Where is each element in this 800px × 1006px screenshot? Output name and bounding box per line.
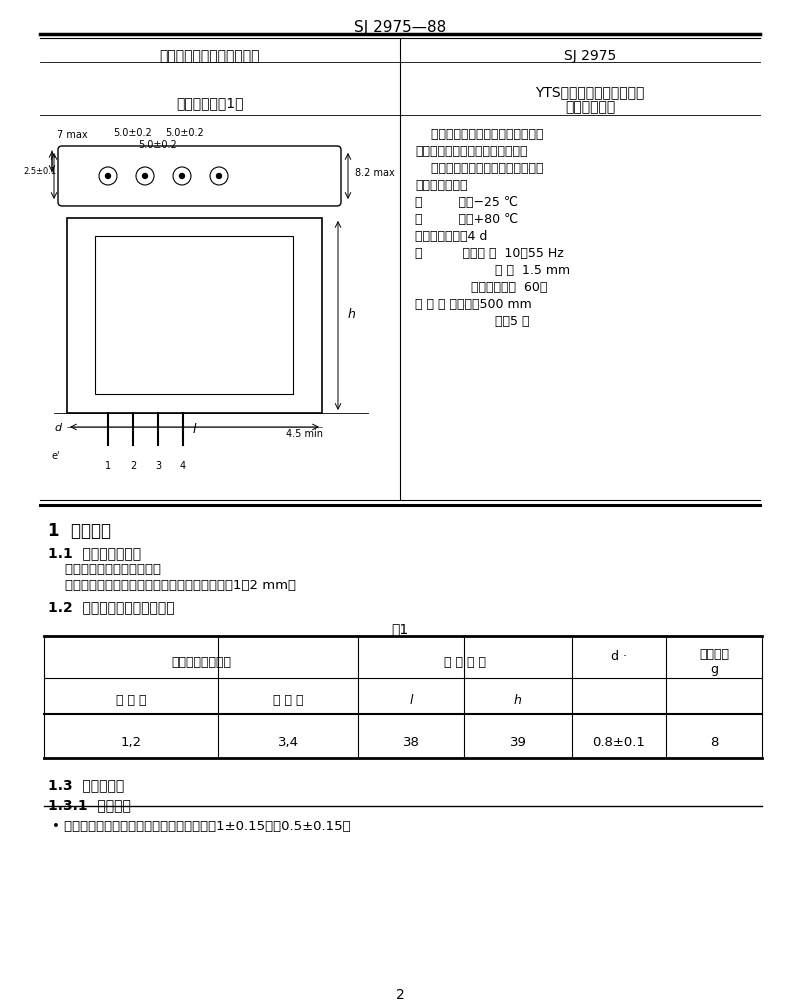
Text: 持其工作性能：: 持其工作性能： [415,179,467,192]
Text: 最大重量: 最大重量 [699,648,729,661]
Text: 1: 1 [105,461,111,471]
Text: g: g [710,663,718,676]
Text: 1.3  术语和特号: 1.3 术语和特号 [48,778,124,792]
Text: 总循环扫频数  60次: 总循环扫频数 60次 [415,281,547,294]
Text: 1.1  推荐的安装方法: 1.1 推荐的安装方法 [48,546,141,560]
Text: 延迟线在经受以下环境作用后应保: 延迟线在经受以下环境作用后应保 [415,162,543,175]
Text: 1,2: 1,2 [121,736,142,748]
Text: 表1: 表1 [391,622,409,636]
Text: 该延迟线主要用于彩色电视广播接: 该延迟线主要用于彩色电视广播接 [415,128,543,141]
Text: 2: 2 [396,988,404,1002]
Text: 输 出 端: 输 出 端 [273,694,303,707]
Circle shape [106,173,110,178]
Text: 5.0±0.2: 5.0±0.2 [166,128,204,138]
Text: 5.0±0.2: 5.0±0.2 [114,128,152,138]
Text: h: h [514,694,522,707]
Text: 收机色度通道中作色度信号延迟。: 收机色度通道中作色度信号延迟。 [415,145,527,158]
Text: 次攈5 次: 次攈5 次 [415,315,530,328]
Text: 延迟线应以正常方式安装。: 延迟线应以正常方式安装。 [48,563,161,575]
Text: l: l [192,423,196,436]
Text: 1  一般数据: 1 一般数据 [48,522,111,540]
Text: 恒定温热时间：4 d: 恒定温热时间：4 d [415,230,487,243]
Text: 高         温：+80 ℃: 高 温：+80 ℃ [415,213,518,226]
Text: 输 入 端: 输 入 端 [116,694,146,707]
Text: 7 max: 7 max [57,130,88,140]
Text: 引出端名称及代号: 引出端名称及代号 [171,656,231,669]
Bar [67,218,322,412]
Text: 自 由 跌 落：高度500 mm: 自 由 跌 落：高度500 mm [415,298,532,311]
Text: 3: 3 [155,461,161,471]
Text: e': e' [52,451,61,461]
Text: 2.5±0.1: 2.5±0.1 [23,167,57,176]
Text: 0.8±0.1: 0.8±0.1 [593,736,646,748]
Text: 3,4: 3,4 [278,736,298,748]
Text: 低         温：−25 ℃: 低 温：−25 ℃ [415,196,518,209]
Text: d: d [54,423,61,433]
Text: 中华人民共和国电子工业部: 中华人民共和国电子工业部 [160,49,260,63]
Text: d ·: d · [611,650,627,663]
Text: 用色度延迟线: 用色度延迟线 [565,100,615,114]
Text: 39: 39 [510,736,526,748]
Text: 位 移  1.5 mm: 位 移 1.5 mm [415,264,570,277]
Text: 4: 4 [180,461,186,471]
Bar [95,236,293,394]
Text: 最 大 尺 寸: 最 大 尺 寸 [444,656,486,669]
Circle shape [179,173,185,178]
Circle shape [142,173,147,178]
Text: l: l [410,694,413,707]
Text: 4.5 min: 4.5 min [286,429,323,439]
Text: YTS型彩色电视广播接收机: YTS型彩色电视广播接收机 [535,85,645,99]
Circle shape [217,173,222,178]
Text: 振          动：频 率  10～55 Hz: 振 动：频 率 10～55 Hz [415,246,564,260]
Text: 38: 38 [402,736,419,748]
Text: 外形图（见表1）: 外形图（见表1） [176,96,244,110]
Text: h: h [348,309,356,322]
Text: 1.3.1  标称频率: 1.3.1 标称频率 [48,798,131,812]
Text: 8.2 max: 8.2 max [355,168,394,178]
Text: SJ 2975: SJ 2975 [564,49,616,63]
Text: SJ 2975—88: SJ 2975—88 [354,20,446,35]
Text: 1.2  尺寸，重量，引出端名称: 1.2 尺寸，重量，引出端名称 [48,600,174,614]
Text: 8: 8 [710,736,718,748]
Text: 5.0±0.2: 5.0±0.2 [138,140,178,150]
Text: 2: 2 [130,461,136,471]
Text: 在振动试验中，延迟线主体与安装点之间距离为1～2 mm。: 在振动试验中，延迟线主体与安装点之间距离为1～2 mm。 [48,578,296,592]
Text: • 延迟线引出端截面允许为矩形（参考尺寸长1±0.15，宽0.5±0.15）: • 延迟线引出端截面允许为矩形（参考尺寸长1±0.15，宽0.5±0.15） [52,820,350,833]
